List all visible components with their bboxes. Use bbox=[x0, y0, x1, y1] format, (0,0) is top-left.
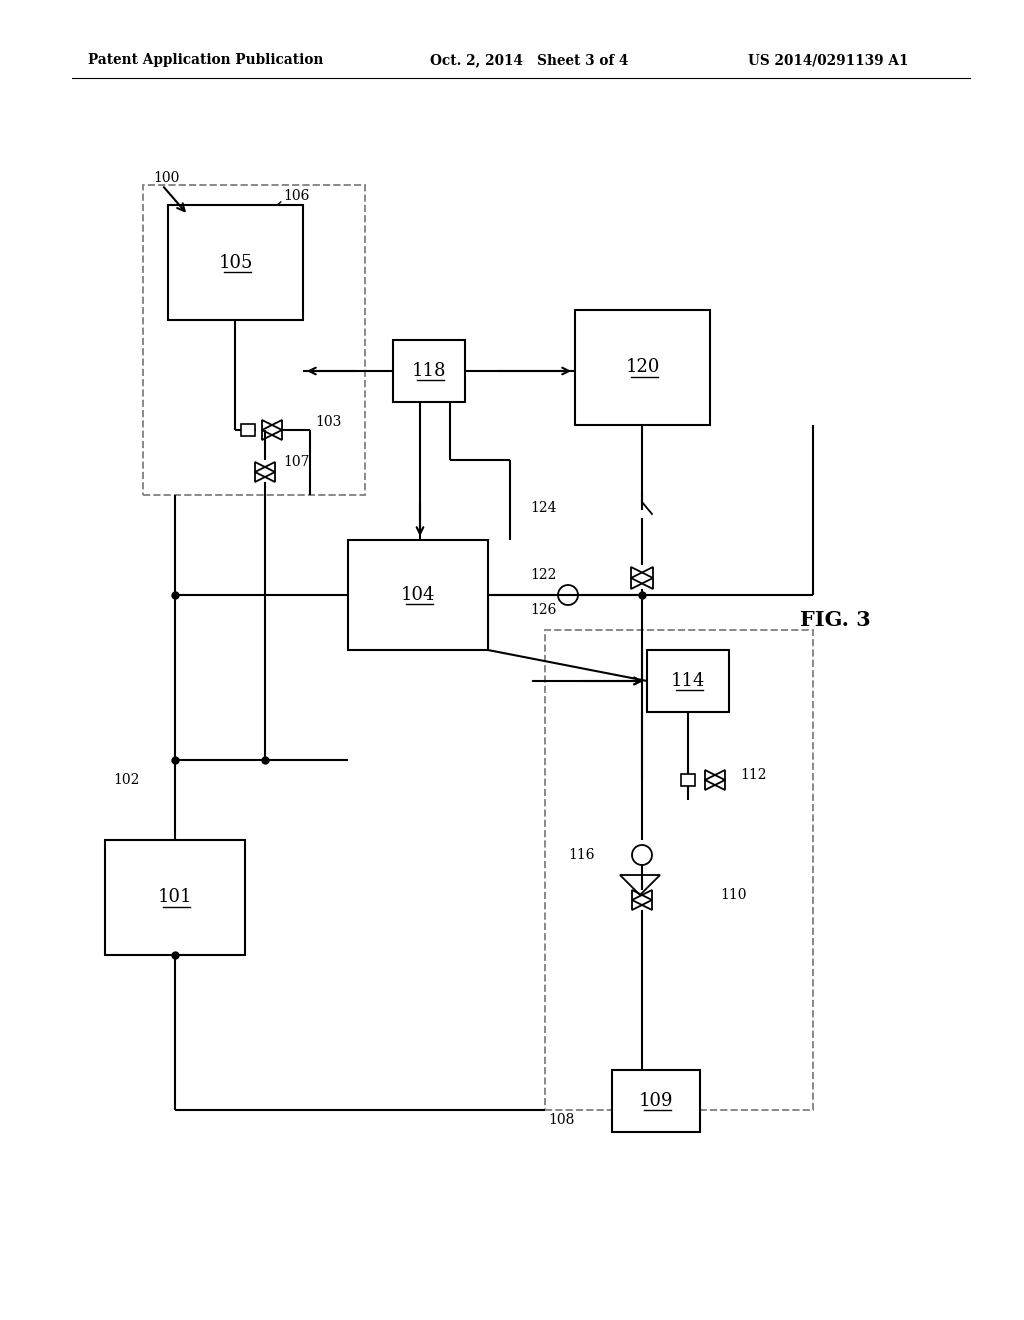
Bar bbox=[393, 341, 465, 403]
Text: Patent Application Publication: Patent Application Publication bbox=[88, 53, 324, 67]
Text: 124: 124 bbox=[530, 502, 556, 515]
Text: 110: 110 bbox=[720, 888, 746, 902]
Text: 104: 104 bbox=[400, 586, 435, 605]
Text: 103: 103 bbox=[315, 414, 341, 429]
Bar bbox=[681, 774, 695, 785]
Text: 106: 106 bbox=[283, 189, 309, 203]
Text: 108: 108 bbox=[548, 1113, 574, 1127]
Bar bbox=[348, 540, 488, 649]
Text: 118: 118 bbox=[412, 362, 446, 380]
Bar bbox=[575, 310, 710, 425]
Bar bbox=[105, 840, 245, 954]
Text: 101: 101 bbox=[158, 888, 193, 907]
Bar bbox=[143, 185, 365, 495]
Text: Oct. 2, 2014   Sheet 3 of 4: Oct. 2, 2014 Sheet 3 of 4 bbox=[430, 53, 629, 67]
Bar bbox=[647, 649, 729, 711]
Text: 114: 114 bbox=[671, 672, 706, 690]
Text: 122: 122 bbox=[530, 568, 556, 582]
Text: 105: 105 bbox=[218, 253, 253, 272]
Text: 107: 107 bbox=[283, 455, 309, 469]
Text: 102: 102 bbox=[113, 774, 139, 787]
Text: 126: 126 bbox=[530, 603, 556, 616]
Bar bbox=[612, 1071, 700, 1133]
Text: 100: 100 bbox=[153, 172, 179, 185]
Text: 120: 120 bbox=[626, 359, 659, 376]
Text: 112: 112 bbox=[740, 768, 767, 781]
Bar bbox=[241, 424, 255, 436]
Bar bbox=[545, 630, 813, 1110]
Text: US 2014/0291139 A1: US 2014/0291139 A1 bbox=[748, 53, 908, 67]
Text: 116: 116 bbox=[568, 847, 595, 862]
Text: FIG. 3: FIG. 3 bbox=[800, 610, 870, 630]
Bar bbox=[168, 205, 303, 319]
Text: 109: 109 bbox=[639, 1092, 673, 1110]
